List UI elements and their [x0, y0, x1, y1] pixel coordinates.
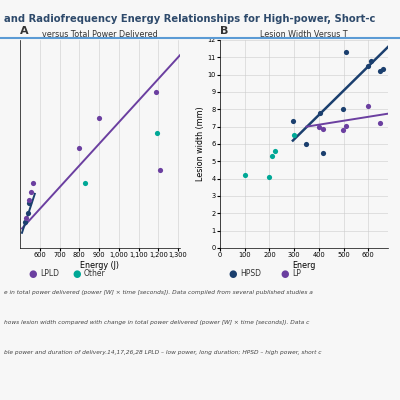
- Point: [340, 127, 346, 133]
- Text: ●: ●: [72, 269, 80, 279]
- Point: [340, 106, 346, 112]
- Text: ble power and duration of delivery.14,17,26,28 LPLD – low power, long duration; : ble power and duration of delivery.14,17…: [4, 350, 322, 355]
- Text: ●: ●: [228, 269, 236, 279]
- Point: [242, 172, 248, 178]
- Text: e in total power delivered (power [W] × time [seconds]). Data compiled from seve: e in total power delivered (power [W] × …: [4, 290, 313, 295]
- Point: [317, 110, 323, 116]
- Point: [157, 167, 164, 173]
- Point: [364, 63, 371, 69]
- Title: Lesion Width Versus T: Lesion Width Versus T: [260, 30, 348, 39]
- Point: [364, 103, 371, 109]
- Point: [96, 115, 102, 121]
- Text: Other: Other: [84, 270, 106, 278]
- Text: A: A: [20, 26, 29, 36]
- Point: [22, 219, 28, 225]
- Point: [377, 68, 383, 74]
- Point: [26, 197, 32, 204]
- Point: [82, 180, 88, 186]
- Point: [303, 141, 310, 147]
- Point: [290, 118, 296, 125]
- Text: hows lesion width compared with change in total power delivered (power [W] × tim: hows lesion width compared with change i…: [4, 320, 309, 325]
- Point: [26, 199, 33, 206]
- Y-axis label: Lesion width (mm): Lesion width (mm): [196, 107, 205, 181]
- Text: ●: ●: [28, 269, 36, 279]
- Point: [154, 130, 160, 136]
- Point: [266, 174, 272, 180]
- Point: [316, 124, 322, 130]
- X-axis label: Energ: Energ: [292, 261, 316, 270]
- Text: LPLD: LPLD: [40, 270, 59, 278]
- Text: B: B: [220, 26, 228, 36]
- Text: LP: LP: [292, 270, 301, 278]
- Point: [343, 49, 350, 55]
- Text: HPSD: HPSD: [240, 270, 261, 278]
- Point: [23, 214, 29, 221]
- Point: [379, 66, 386, 73]
- Point: [28, 188, 34, 195]
- Point: [24, 210, 31, 216]
- Point: [269, 153, 276, 159]
- Point: [290, 132, 297, 138]
- Point: [76, 145, 82, 152]
- Text: and Radiofrequency Energy Relationships for High-power, Short-c: and Radiofrequency Energy Relationships …: [4, 14, 375, 24]
- Title: versus Total Power Delivered: versus Total Power Delivered: [42, 30, 158, 39]
- Point: [377, 120, 383, 126]
- Point: [343, 122, 350, 129]
- Point: [368, 58, 374, 64]
- Point: [319, 150, 326, 156]
- Point: [153, 89, 160, 95]
- X-axis label: Energy (J): Energy (J): [80, 261, 120, 270]
- Point: [272, 148, 278, 154]
- Point: [319, 126, 326, 132]
- Point: [30, 180, 36, 186]
- Text: ●: ●: [280, 269, 288, 279]
